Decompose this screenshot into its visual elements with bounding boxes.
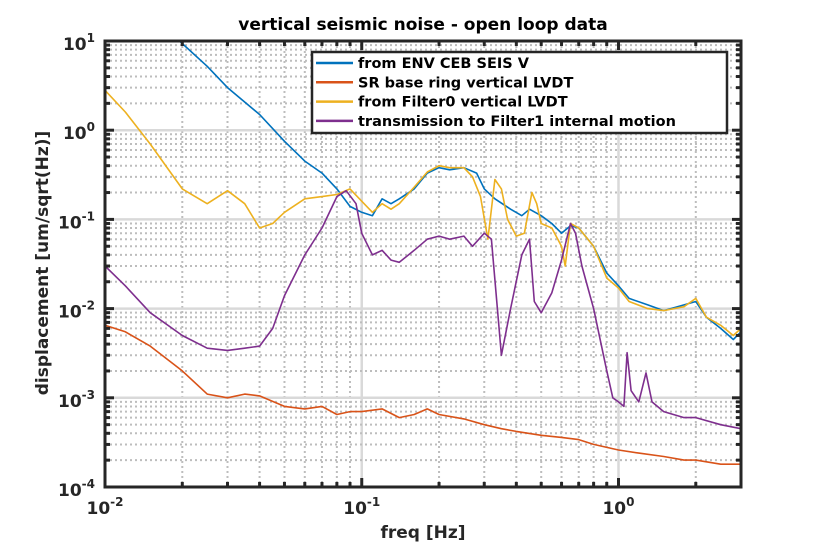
x-tick-labels: 10-2 10-1 100 bbox=[86, 495, 634, 519]
y-tick-base: 10 bbox=[58, 392, 82, 412]
axis-ticks bbox=[103, 39, 743, 489]
y-tick-base: 10 bbox=[58, 481, 82, 501]
x-tick-exponent: -1 bbox=[367, 495, 380, 509]
y-tick-exponent: 1 bbox=[87, 31, 95, 45]
y-tick-exponent: -3 bbox=[82, 388, 95, 402]
axes-frame bbox=[103, 39, 743, 489]
legend-box bbox=[310, 50, 729, 135]
legend: from ENV CEB SEIS V SR base ring vertical… bbox=[310, 50, 729, 135]
x-tick-exponent: -2 bbox=[110, 495, 123, 509]
series-line-1 bbox=[105, 324, 741, 465]
x-tick-base: 10 bbox=[86, 499, 110, 519]
x-axis-label: freq [Hz] bbox=[380, 523, 465, 543]
y-tick-label: 10-2 bbox=[58, 299, 95, 323]
x-tick-exponent: 0 bbox=[626, 495, 634, 509]
y-tick-base: 10 bbox=[63, 35, 87, 55]
y-tick-exponent: -4 bbox=[82, 477, 95, 491]
y-tick-label: 10-1 bbox=[58, 209, 95, 233]
y-axis-label: displacement [um/sqrt(Hz)] bbox=[33, 131, 53, 396]
y-tick-base: 10 bbox=[58, 303, 82, 323]
series-line-2 bbox=[105, 89, 741, 337]
x-tick-base: 10 bbox=[602, 499, 626, 519]
y-tick-exponent: -2 bbox=[82, 299, 95, 313]
legend-label: from ENV CEB SEIS V bbox=[358, 56, 530, 72]
y-tick-label: 10-4 bbox=[58, 477, 95, 501]
x-tick-label: 10-1 bbox=[343, 495, 380, 519]
legend-label: transmission to Filter1 internal motion bbox=[358, 114, 676, 130]
series-group bbox=[105, 41, 741, 465]
legend-label: SR base ring vertical LVDT bbox=[358, 75, 573, 91]
x-tick-label: 100 bbox=[602, 495, 634, 519]
y-tick-exponent: -1 bbox=[82, 209, 95, 223]
x-tick-base: 10 bbox=[343, 499, 367, 519]
y-tick-base: 10 bbox=[58, 213, 82, 233]
y-tick-label: 10-3 bbox=[58, 388, 95, 412]
series-line-0 bbox=[178, 41, 741, 341]
x-tick-label: 10-2 bbox=[86, 495, 123, 519]
y-tick-label: 101 bbox=[63, 31, 95, 55]
chart-title: vertical seismic noise - open loop data bbox=[238, 15, 607, 35]
legend-label: from Filter0 vertical LVDT bbox=[358, 95, 568, 111]
y-tick-exponent: 0 bbox=[87, 120, 95, 134]
y-tick-label: 100 bbox=[63, 120, 95, 144]
y-tick-base: 10 bbox=[63, 124, 87, 144]
series-line-3 bbox=[105, 189, 741, 430]
